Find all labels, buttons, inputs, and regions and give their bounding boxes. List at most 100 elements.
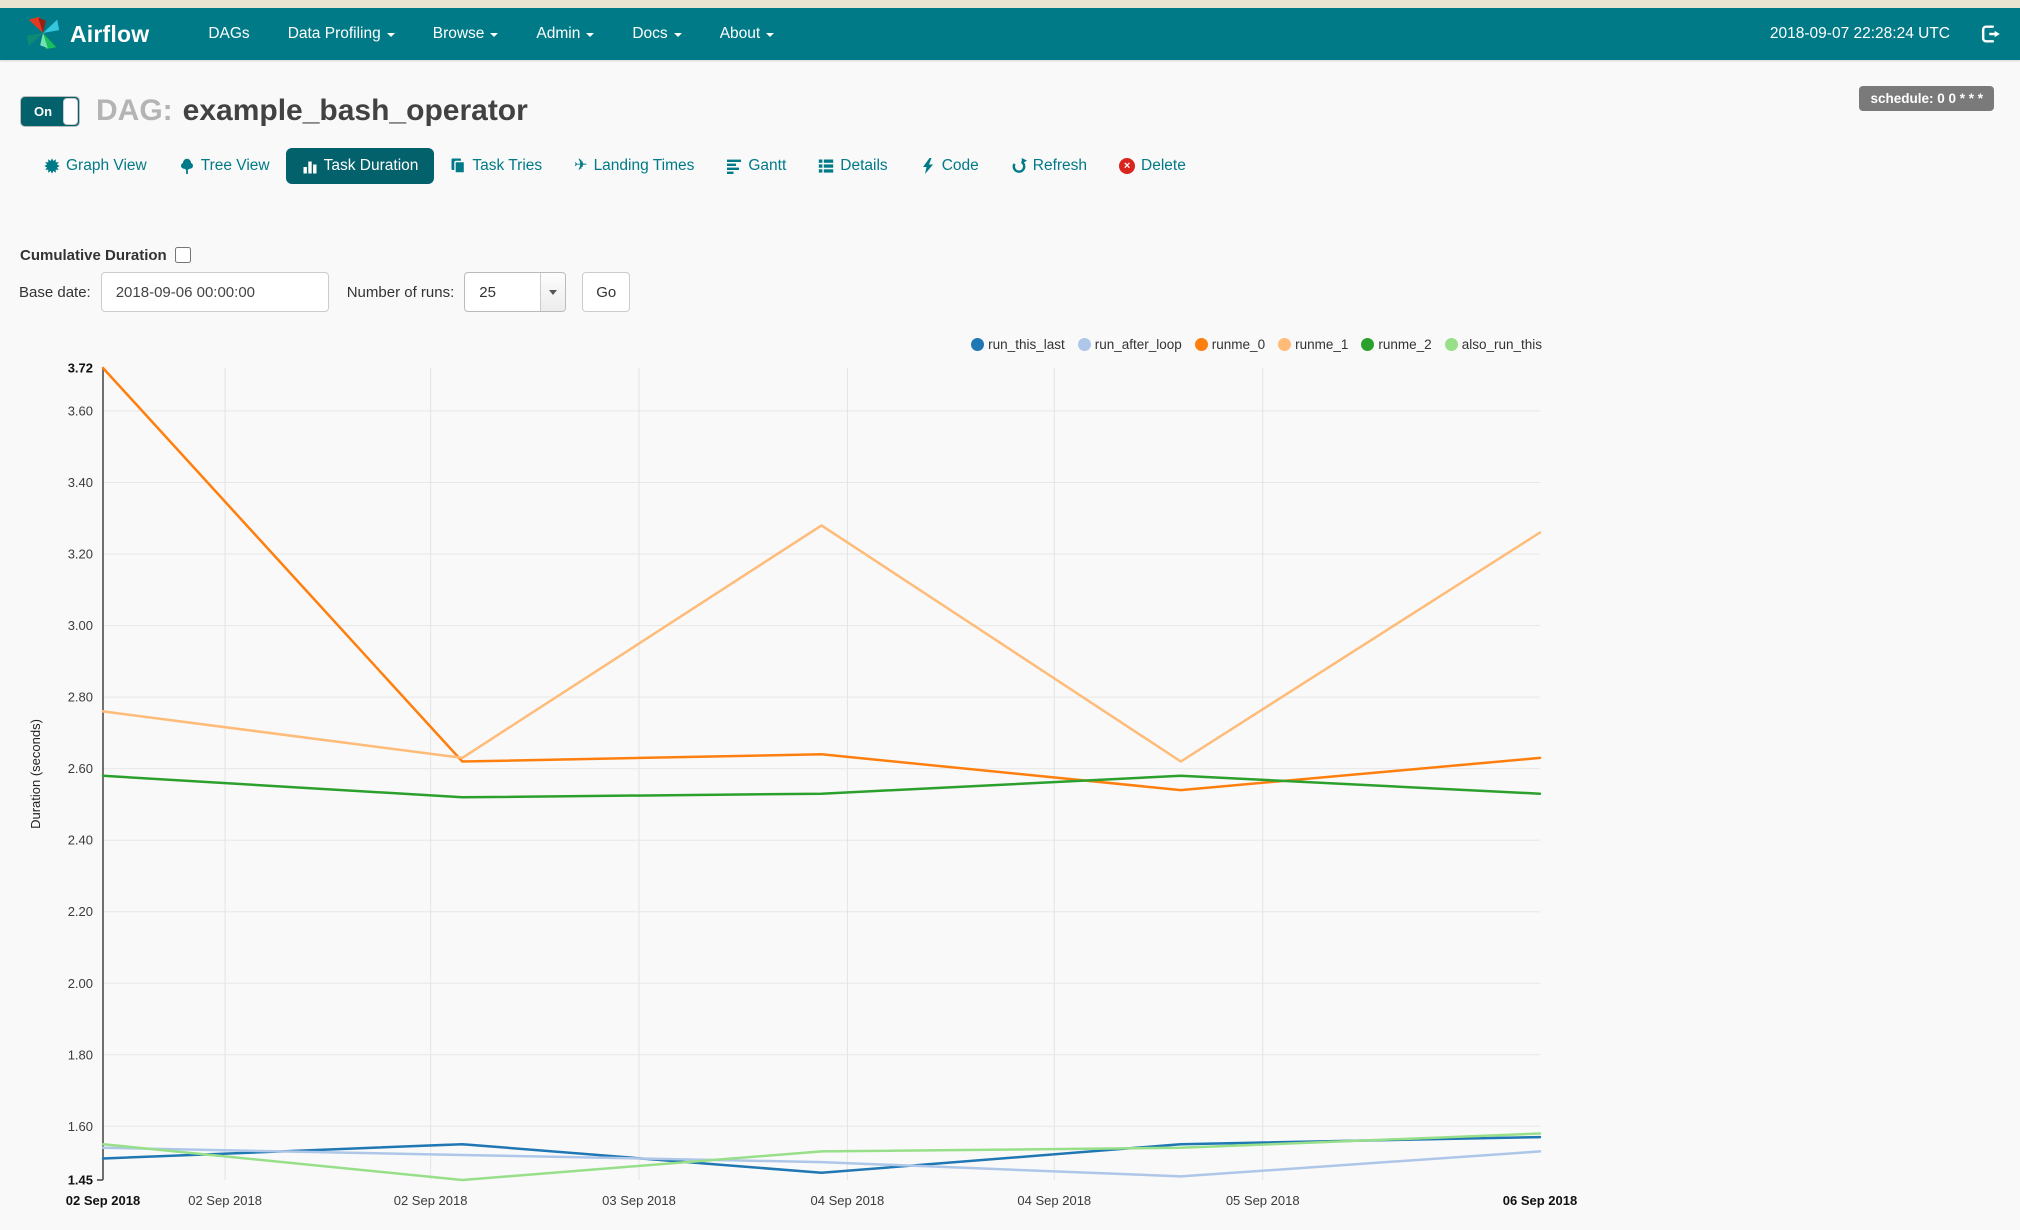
legend-dot-icon [1444,338,1458,351]
x-tick-label: 04 Sep 2018 [1017,1193,1091,1208]
chart-legend: run_this_last run_after_loop runme_0 runme_… [958,337,1542,352]
x-tick-label: 03 Sep 2018 [602,1193,676,1208]
tab-delete[interactable]: × Delete [1103,148,1202,184]
dag-on-off-toggle[interactable]: On [20,95,80,127]
y-max-label: 3.72 [68,361,93,376]
airflow-logo[interactable]: Airflow [24,13,149,56]
legend-dot-icon [1361,338,1375,351]
x-tick-label: 02 Sep 2018 [66,1193,140,1208]
legend-item-run-this-last[interactable]: run_this_last [971,337,1065,352]
nav-menu-dags[interactable]: DAGs [208,25,250,42]
page-title: example_bash_operator [182,94,528,127]
number-of-runs-select[interactable]: 25 [464,272,567,312]
align-left-icon [726,158,742,174]
select-caret-icon [540,273,566,311]
utc-clock: 2018-09-07 22:28:24 UTC [1769,25,1950,42]
refresh-icon [1011,158,1027,174]
legend-dot-icon [1077,338,1091,351]
chart-line-run_after_loop [101,1146,1542,1178]
tab-task-tries[interactable]: Task Tries [434,148,558,184]
y-tick-label: 3.00 [68,618,93,633]
task-duration-chart: 1.60 1.80 2.00 2.20 2.40 2.60 2.80 3.00 3.20 3.40… [28,361,1577,1209]
bar-chart-icon [302,158,318,174]
cumulative-row: Cumulative Duration [20,244,194,266]
delete-circle-icon: × [1119,158,1136,174]
y-tick-label: 2.00 [68,976,93,991]
base-date-input[interactable] [100,272,329,312]
caret-down-icon [490,33,499,37]
base-date-label: Base date: [19,283,91,301]
chart-line-also_run_this [101,1132,1542,1182]
chart-line-runme_2 [101,774,1542,799]
logout-icon[interactable] [1980,23,2002,45]
caret-down-icon [673,33,682,37]
legend-dot-icon [1194,338,1208,351]
cumulative-duration-checkbox[interactable] [174,247,191,263]
tab-details[interactable]: Details [802,148,903,184]
tab-task-duration[interactable]: Task Duration [285,148,435,184]
x-tick-label: 05 Sep 2018 [1226,1193,1300,1208]
legend-dot-icon [1278,338,1292,351]
legend-item-also-run-this[interactable]: also_run_this [1444,337,1542,352]
toggle-on-label: On [33,103,53,119]
tab-landing-times[interactable]: ✈ Landing Times [574,157,695,174]
legend-item-runme-2[interactable]: runme_2 [1361,337,1432,352]
cumulative-duration-label: Cumulative Duration [20,246,167,264]
nav-menu-docs[interactable]: Docs [613,25,700,43]
tree-icon [179,158,195,174]
legend-item-runme-1[interactable]: runme_1 [1278,337,1348,352]
tab-tree-view[interactable]: Tree View [163,148,286,184]
toggle-knob [63,97,78,125]
caret-down-icon [386,33,395,37]
pinwheel-logo-icon [24,13,62,56]
number-of-runs-value: 25 [479,283,496,301]
top-strip [0,0,2020,8]
x-tick-label: 06 Sep 2018 [1503,1193,1577,1208]
dag-prefix: DAG: [96,94,173,127]
tab-bar: Graph View Tree View Task Duration Task Tri… [28,148,1202,184]
legend-item-runme-0[interactable]: runme_0 [1194,337,1265,352]
duplicate-icon [450,158,466,174]
controls-row: Base date: Number of runs: 25 Go [19,272,631,312]
caret-down-icon [766,33,775,37]
number-of-runs-label: Number of runs: [346,283,455,301]
burst-icon [44,158,60,174]
x-tick-label: 02 Sep 2018 [394,1193,468,1208]
x-tick-label: 04 Sep 2018 [811,1193,885,1208]
y-tick-label: 2.20 [68,904,93,919]
schedule-badge: schedule: 0 0 * * * [1859,86,1994,111]
nav-menu-about[interactable]: About [701,25,794,43]
caret-down-icon [586,33,595,37]
flash-icon [920,158,936,174]
y-tick-label: 2.40 [68,833,93,848]
tab-graph-view[interactable]: Graph View [28,148,163,184]
go-button[interactable]: Go [582,272,631,312]
nav-menu-data-profiling[interactable]: Data Profiling [269,25,414,43]
y-tick-label: 2.80 [68,690,93,705]
legend-item-run-after-loop[interactable]: run_after_loop [1077,337,1182,352]
y-tick-label: 3.60 [68,403,93,418]
navbar-menu: DAGs Data Profiling Browse Admin Docs About [189,25,1770,43]
x-tick-label: 02 Sep 2018 [188,1193,262,1208]
legend-dot-icon [971,338,985,351]
navbar: Airflow DAGs Data Profiling Browse Admin Doc… [0,8,2020,60]
y-tick-label: 1.60 [68,1119,93,1134]
nav-menu-browse[interactable]: Browse [414,25,518,43]
y-tick-label: 1.80 [68,1047,93,1062]
chart-line-runme_0 [101,366,1542,792]
y-tick-label: 3.20 [68,547,93,562]
plane-icon: ✈ [574,157,588,174]
y-tick-label: 2.60 [68,761,93,776]
dag-header: On DAG: example_bash_operator [20,94,528,128]
y-min-label: 1.45 [68,1173,93,1188]
y-tick-label: 3.40 [68,475,93,490]
brand-name: Airflow [70,20,150,47]
tab-gantt[interactable]: Gantt [710,148,802,184]
tab-refresh[interactable]: Refresh [995,148,1103,184]
y-axis-title: Duration (seconds) [28,719,43,829]
tab-code[interactable]: Code [904,148,995,184]
th-list-icon [818,158,834,174]
nav-menu-admin[interactable]: Admin [517,25,613,43]
chart-line-runme_1 [101,524,1542,763]
